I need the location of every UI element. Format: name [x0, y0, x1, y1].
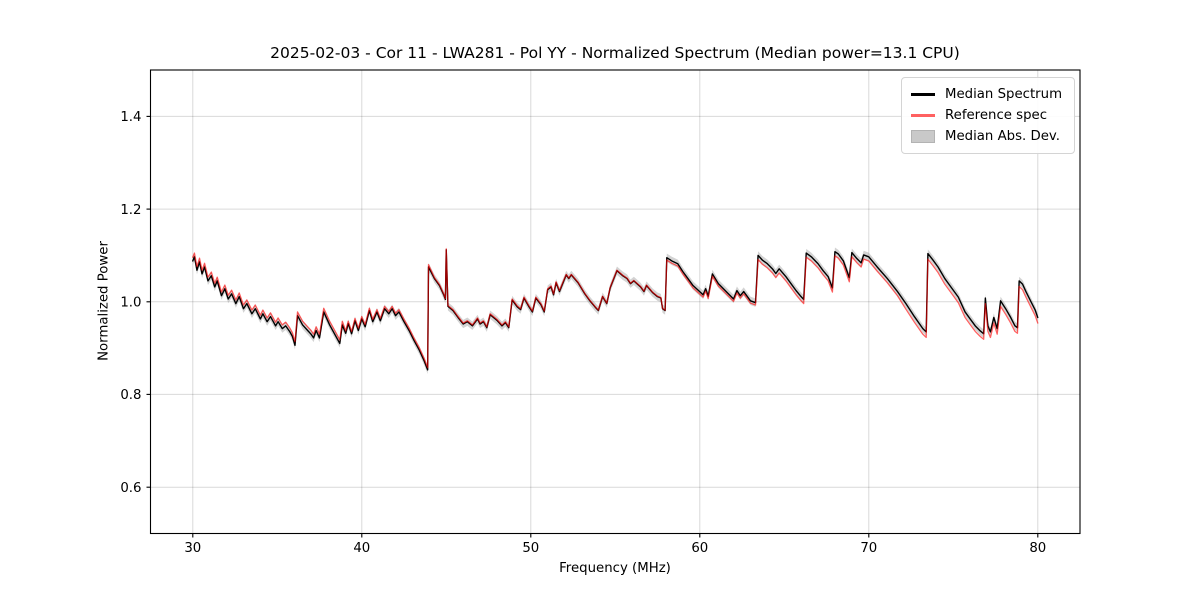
y-tick-label: 1.0 [120, 295, 141, 310]
legend: Median Spectrum Reference spec Median Ab… [901, 77, 1075, 154]
x-axis-label: Frequency (MHz) [559, 561, 671, 576]
legend-label-median-spectrum: Median Spectrum [945, 87, 1063, 102]
reference-spec-line [192, 248, 1039, 369]
legend-item-median-abs-dev: Median Abs. Dev. [911, 126, 1066, 147]
legend-item-median-spectrum: Median Spectrum [911, 84, 1066, 105]
x-tick-label: 30 [184, 541, 201, 556]
y-axis-label: Normalized Power [96, 241, 112, 361]
chart-title: 2025-02-03 - Cor 11 - LWA281 - Pol YY - … [270, 44, 960, 62]
mad-band-swatch [911, 130, 935, 143]
mad-band [192, 245, 1038, 375]
y-tick-label: 0.6 [120, 481, 141, 496]
y-tick-label: 1.2 [120, 203, 141, 218]
x-tick-label: 70 [860, 541, 877, 556]
legend-label-median-abs-dev: Median Abs. Dev. [945, 129, 1060, 144]
x-tick-label: 80 [1029, 541, 1046, 556]
x-tick-label: 40 [353, 541, 370, 556]
x-tick-label: 60 [691, 541, 708, 556]
reference-line-swatch [911, 114, 935, 117]
y-tick-label: 1.4 [120, 110, 141, 125]
y-tick-label: 0.8 [120, 388, 141, 403]
legend-item-reference-spec: Reference spec [911, 105, 1066, 126]
x-tick-label: 50 [522, 541, 539, 556]
legend-label-reference-spec: Reference spec [945, 108, 1048, 123]
median-line-swatch [911, 93, 935, 96]
